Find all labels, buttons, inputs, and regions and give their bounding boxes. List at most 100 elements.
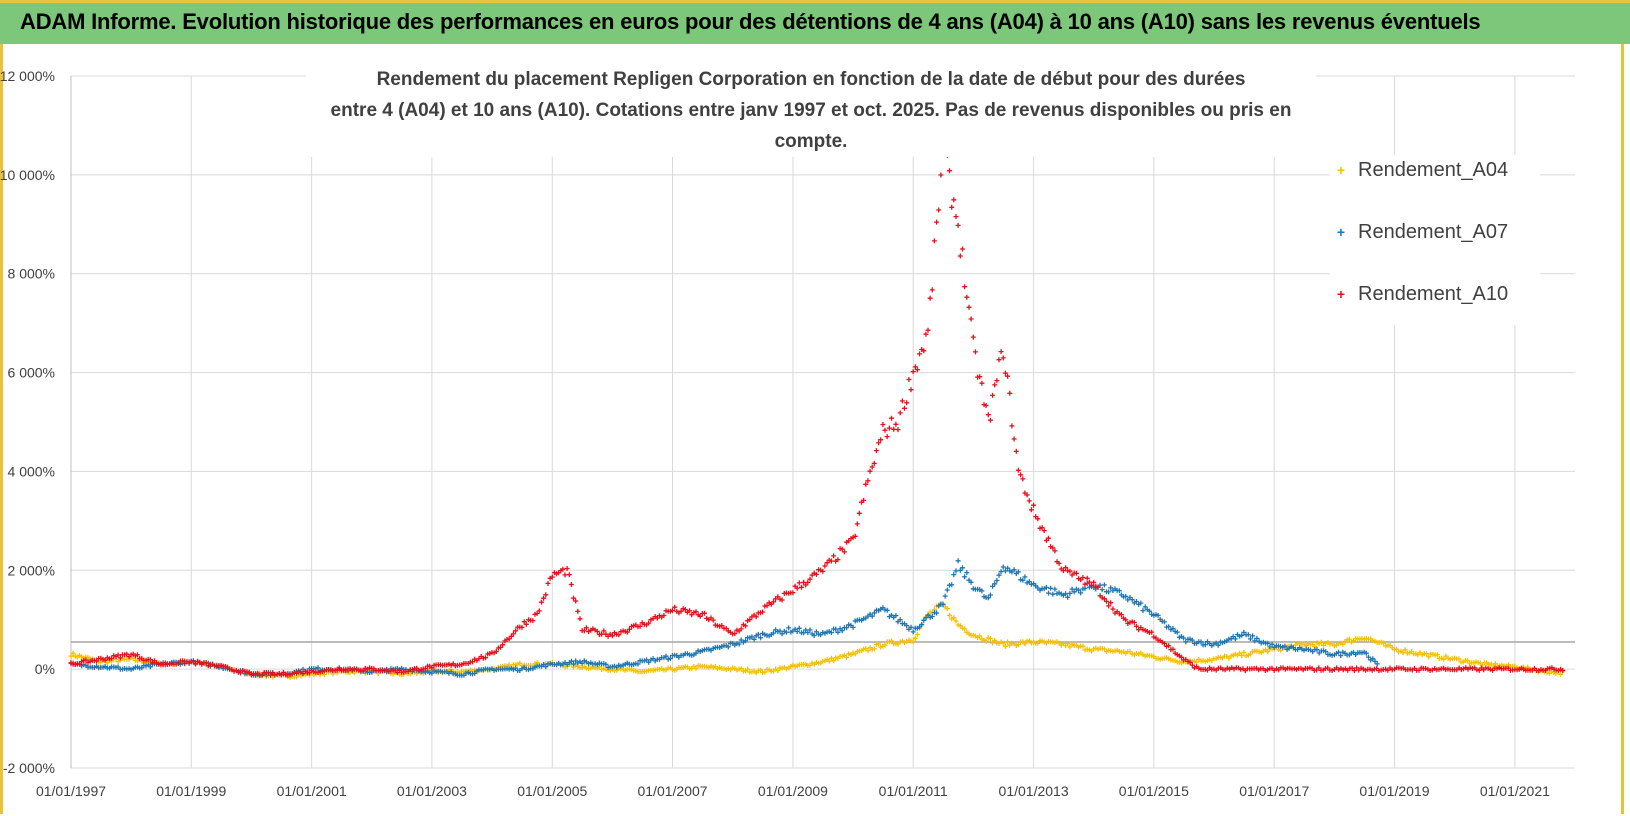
data-point-a07 [1071,589,1077,595]
data-point-a07 [979,588,985,594]
data-point-a04 [953,618,959,624]
data-point-a07 [998,569,1004,575]
data-point-a10 [583,625,589,631]
data-point-a10 [1050,545,1056,551]
data-point-a04 [745,666,751,672]
data-point-a10 [1560,667,1566,673]
legend-marker-a10: + [1336,286,1346,302]
data-point-a10 [1106,603,1112,609]
data-point-a07 [667,656,673,661]
data-point-a10 [964,294,970,300]
data-point-a10 [936,207,942,213]
data-point-a10 [899,398,905,404]
data-point-a04 [871,646,877,652]
data-point-a10 [1118,612,1124,618]
data-point-a07 [736,641,742,647]
data-point-a10 [835,557,841,563]
data-point-a10 [1013,448,1019,454]
data-point-a04 [889,638,894,644]
data-point-a10 [573,598,579,604]
data-point-a04 [977,633,983,639]
data-point-a10 [539,599,544,605]
data-point-a10 [1009,423,1015,429]
data-point-a07 [908,624,914,630]
data-point-a04 [947,612,952,618]
data-point-a07 [1147,608,1152,614]
data-point-a07 [994,578,1000,583]
data-point-a07 [835,629,841,635]
y-tick-label: 12 000% [0,68,55,84]
data-point-a10 [953,214,959,220]
data-point-a04 [1381,640,1387,646]
data-point-a10 [1002,370,1008,376]
data-point-a07 [1069,586,1075,592]
data-point-a07 [1215,642,1221,648]
data-point-a10 [1011,436,1017,442]
data-point-a10 [912,364,918,370]
data-point-a07 [951,572,957,578]
data-point-a10 [753,614,759,620]
data-point-a07 [869,613,875,619]
data-point-a07 [603,661,609,667]
data-point-a07 [1181,635,1187,641]
data-point-a10 [923,331,929,337]
data-point-a07 [725,644,731,650]
data-point-a04 [882,642,888,648]
data-point-a10 [1028,507,1034,513]
data-point-a10 [115,652,121,658]
data-point-a10 [893,421,899,427]
data-point-a10 [972,349,978,355]
data-point-a10 [594,628,600,634]
x-tick-label: 01/01/1997 [36,783,106,799]
data-point-a07 [1022,574,1028,580]
data-point-a10 [577,616,583,622]
data-point-a10 [863,481,869,487]
data-point-a10 [822,563,828,569]
data-point-a07 [755,631,761,637]
data-point-a10 [794,585,800,591]
data-point-a07 [1134,599,1139,604]
data-point-a10 [902,405,907,411]
data-point-a07 [1170,626,1176,631]
data-point-a04 [1194,659,1200,665]
data-point-a10 [873,448,879,454]
data-point-a07 [811,633,817,638]
data-point-a10 [764,603,770,609]
data-point-a04 [1402,647,1408,653]
data-point-a07 [1336,649,1342,655]
data-point-a10 [828,558,834,564]
data-point-a04 [912,635,918,641]
data-point-a10 [904,400,910,406]
data-point-a10 [1110,606,1116,612]
data-point-a10 [743,623,748,629]
data-point-a04 [914,632,920,637]
data-point-a10 [925,327,931,333]
data-point-a10 [534,611,540,616]
data-point-a10 [968,316,974,322]
data-point-a10 [886,425,892,431]
data-point-a10 [147,657,153,663]
data-point-a07 [751,636,757,642]
legend-item-a10: + Rendement_A10 [1330,279,1508,309]
data-point-a07 [1174,629,1180,635]
x-tick-label: 01/01/2019 [1359,783,1429,799]
data-point-a07 [833,626,839,632]
y-tick-label: 8 000% [8,266,55,282]
data-point-a10 [637,623,643,629]
data-point-a07 [1247,636,1253,642]
chart-frame [0,44,1624,814]
data-point-a07 [571,661,577,667]
data-point-a10 [670,608,675,613]
data-point-a10 [998,349,1004,355]
data-point-a07 [871,610,877,616]
data-point-a10 [493,649,499,654]
data-point-a04 [910,639,916,645]
data-point-a10 [910,369,916,375]
x-tick-label: 01/01/2005 [517,783,587,799]
data-point-a10 [1063,565,1069,571]
data-point-a04 [1394,646,1400,652]
scatter-chart: -2 000% 0% 2 000% 4 000% 6 000% 8 000% 10 000%… [0,68,1575,799]
data-point-a07 [801,630,807,636]
data-point-a04 [962,626,968,632]
data-point-a10 [575,608,581,614]
